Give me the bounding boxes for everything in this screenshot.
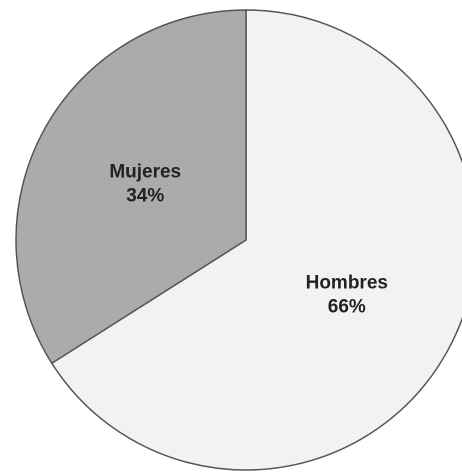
slice-value-label: 66%: [328, 296, 366, 317]
slice-label: Hombres: [306, 272, 388, 293]
slice-label: Mujeres: [109, 162, 181, 183]
slice-value-label: 34%: [126, 186, 164, 207]
pie-slice: [50, 9, 462, 471]
pie-slice: [15, 9, 247, 365]
